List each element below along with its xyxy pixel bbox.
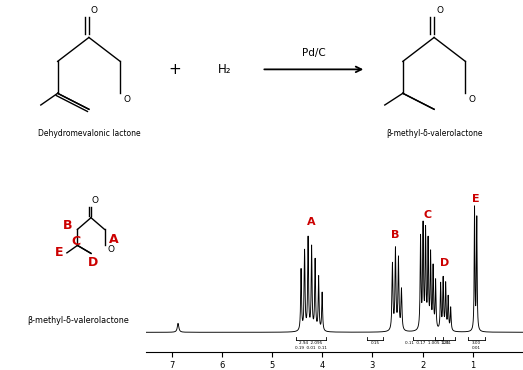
Text: O: O xyxy=(108,245,115,254)
Text: O: O xyxy=(91,6,98,16)
Text: H₂: H₂ xyxy=(218,63,232,76)
Text: 1.25: 1.25 xyxy=(441,341,450,345)
Text: O: O xyxy=(469,95,475,104)
Text: A: A xyxy=(307,217,315,228)
Text: β-methyl-δ-valerolactone: β-methyl-δ-valerolactone xyxy=(28,316,129,325)
Text: E: E xyxy=(472,194,480,204)
Text: A: A xyxy=(109,233,118,246)
Text: D: D xyxy=(87,256,98,269)
Text: 2.94  2.095
0.19  0.01  0.11: 2.94 2.095 0.19 0.01 0.11 xyxy=(295,341,327,350)
Text: C: C xyxy=(424,210,431,220)
Text: E: E xyxy=(55,246,63,259)
Text: Dehydromevalonic lactone: Dehydromevalonic lactone xyxy=(38,130,140,138)
Text: O: O xyxy=(92,196,98,205)
Text: C: C xyxy=(71,235,81,248)
Text: B: B xyxy=(391,230,400,240)
Text: 3.00
0.01: 3.00 0.01 xyxy=(472,341,481,350)
Text: O: O xyxy=(123,95,130,104)
Text: β-methyl-δ-valerolactone: β-methyl-δ-valerolactone xyxy=(386,130,482,138)
Text: Pd/C: Pd/C xyxy=(302,48,326,58)
Text: 0.11  0.17  1.005  1.01: 0.11 0.17 1.005 1.01 xyxy=(405,341,450,345)
Text: B: B xyxy=(63,219,73,232)
Text: 0.15: 0.15 xyxy=(371,341,380,345)
Text: ppm: ppm xyxy=(154,369,173,370)
Text: O: O xyxy=(436,6,443,16)
Text: +: + xyxy=(169,62,181,77)
Text: D: D xyxy=(439,258,449,268)
